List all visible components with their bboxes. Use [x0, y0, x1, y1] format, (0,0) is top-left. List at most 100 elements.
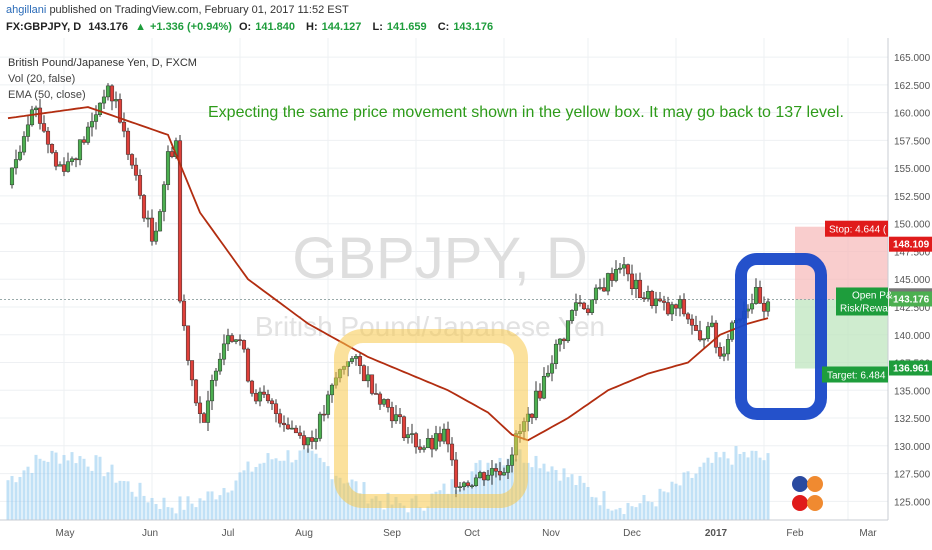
volume-bar	[198, 498, 202, 520]
volume-bar	[110, 464, 114, 520]
candle-body	[85, 126, 91, 143]
volume-bar	[278, 460, 282, 520]
candle-body	[489, 468, 495, 476]
candle-body	[329, 384, 335, 396]
candle-body	[189, 360, 195, 381]
symbol-name: FX:GBPJPY, D	[6, 21, 82, 33]
price-axis[interactable]: 165.000 162.500 160.000 157.500 155.000 152.5…	[887, 38, 932, 550]
candle-body	[437, 433, 443, 442]
change-up-icon: ▲	[135, 21, 146, 33]
ohlc-open: O: 141.840	[238, 21, 295, 33]
candle-body	[265, 394, 271, 402]
candle-body	[389, 407, 395, 422]
candle-body	[505, 465, 511, 473]
volume-bar	[22, 470, 26, 520]
volume-bar	[678, 485, 682, 520]
volume-bar	[38, 458, 42, 520]
candle-body	[49, 144, 55, 153]
candle-body	[369, 374, 375, 394]
volume-bar	[302, 449, 306, 520]
volume-bar	[298, 450, 302, 520]
volume-bar	[558, 480, 562, 520]
candle-body	[401, 416, 407, 439]
candle-body	[657, 298, 663, 302]
volume-bar	[754, 450, 758, 520]
legend-ema[interactable]: EMA (50, close)	[8, 89, 86, 101]
volume-bar	[426, 506, 430, 520]
candle-body	[29, 109, 35, 126]
candle-body	[113, 99, 119, 102]
candle-body	[545, 372, 551, 377]
volume-bar	[634, 507, 638, 520]
candle-body	[281, 422, 287, 426]
symbol-info: FX:GBPJPY, D 143.176 ▲ +1.336 (+0.94%) O:…	[6, 21, 501, 33]
candle-body	[449, 443, 455, 461]
position-tool-zones[interactable]	[0, 226, 888, 369]
candle-body	[609, 273, 615, 281]
volume-bar	[174, 513, 178, 520]
candle-body	[81, 139, 87, 143]
volume-bar	[530, 467, 534, 520]
candle-body	[473, 477, 479, 486]
candle-body	[705, 326, 711, 339]
flag-uk-icon	[792, 476, 808, 492]
candle-body	[393, 414, 399, 422]
time-axis[interactable]: May Jun Jul Aug Sep Oct Nov Dec 2017 Feb Mar	[0, 519, 888, 539]
drawing-boxes[interactable]	[334, 253, 827, 508]
volume-bar	[222, 487, 226, 520]
candle-body	[445, 428, 451, 445]
yellow-box	[334, 329, 528, 508]
price-chart[interactable]: GBPJPY, D British Pound/Japanese Yen Exp…	[0, 38, 932, 550]
volume-bar	[658, 488, 662, 520]
candle-body	[73, 158, 79, 161]
volume-bar	[622, 514, 626, 520]
flag-event2-icon	[807, 495, 823, 511]
author-link[interactable]: ahgillani	[6, 4, 47, 16]
candle-body	[457, 486, 463, 488]
volume-bar	[670, 481, 674, 520]
candle-body	[93, 114, 99, 122]
time-tick-label: Aug	[295, 528, 313, 539]
candle-body	[465, 482, 471, 487]
flags	[792, 476, 823, 511]
chart-background	[0, 38, 932, 550]
candle-body	[385, 399, 391, 408]
candle-body	[141, 195, 147, 219]
volume-bar	[86, 466, 90, 520]
volume-bar	[686, 471, 690, 520]
volume-bar	[126, 481, 130, 520]
candle-body	[109, 85, 115, 102]
candle-body	[317, 413, 323, 439]
candle-body	[105, 85, 111, 98]
volume-bar	[330, 479, 334, 520]
volume-bar	[390, 504, 394, 520]
volume-bar	[662, 491, 666, 520]
candle-body	[301, 435, 307, 446]
candle-body	[9, 167, 15, 186]
candle-body	[629, 273, 635, 290]
volume-bar	[698, 466, 702, 520]
candle-body	[129, 154, 135, 166]
annotation-text[interactable]: Expecting the same price movement shown …	[208, 104, 844, 121]
candle-body	[633, 279, 639, 290]
candle-body	[273, 403, 279, 414]
candle-body	[45, 130, 51, 145]
volume-bar	[26, 466, 30, 520]
candle-body	[65, 161, 71, 172]
candle-body	[725, 339, 731, 355]
candle-body	[669, 304, 675, 315]
price-tick-label: 157.500	[894, 136, 931, 147]
legend-volume[interactable]: Vol (20, false)	[8, 73, 75, 85]
volume-bar	[314, 453, 318, 520]
candle-body	[165, 151, 171, 185]
candle-body	[509, 454, 515, 466]
candle-body	[625, 264, 631, 275]
volume-bar	[46, 461, 50, 520]
volume-bar	[710, 462, 714, 520]
volume-bar	[410, 498, 414, 520]
candle-body	[653, 298, 659, 306]
pnl-label-bg	[836, 287, 888, 316]
volume-bar	[238, 472, 242, 520]
candle-body	[749, 303, 755, 310]
time-tick-label: Nov	[542, 528, 560, 539]
